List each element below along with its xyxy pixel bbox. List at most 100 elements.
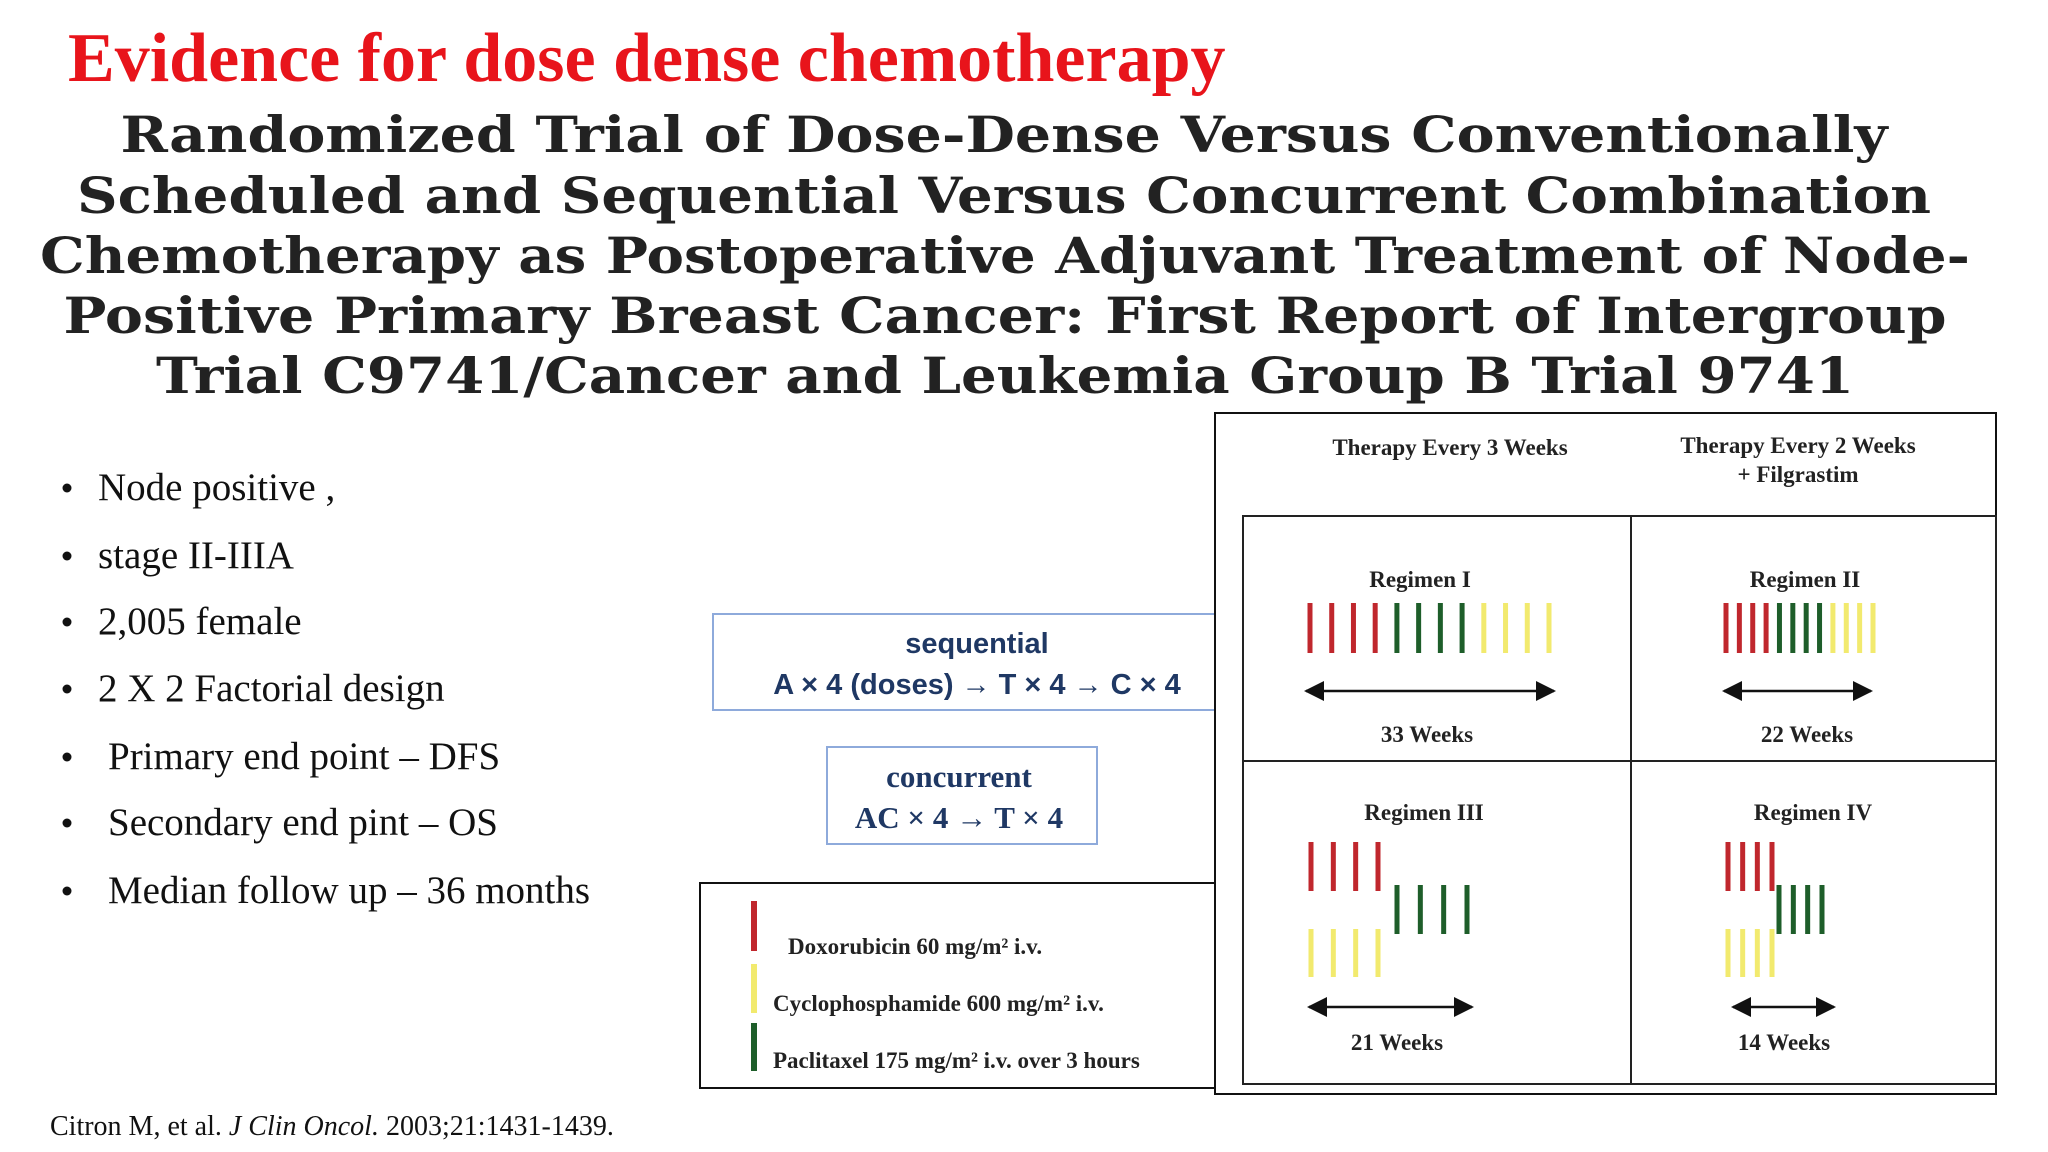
paper-title-line: Randomized Trial of Dose-Dense Versus Co… <box>121 105 1890 164</box>
legend-label: Doxorubicin 60 mg/m² i.v. <box>788 934 1042 959</box>
bullet-text: 2 X 2 Factorial design <box>98 667 445 710</box>
legend-box <box>699 882 1242 1089</box>
legend-swatch <box>751 1023 757 1071</box>
citation-journal: J Clin Oncol. <box>229 1111 379 1142</box>
column-header: Therapy Every 2 Weeks <box>1680 433 1915 458</box>
regimen-diagram: Therapy Every 3 Weeks Therapy Every 2 We… <box>1214 412 1997 1095</box>
column-header: + Filgrastim <box>1737 462 1858 487</box>
dose-bar <box>1776 885 1782 934</box>
legend-label: Paclitaxel 175 mg/m² i.v. over 3 hours <box>773 1048 1140 1073</box>
dose-bar <box>1330 842 1336 891</box>
concurrent-box <box>826 746 1098 845</box>
dose-bar <box>1723 603 1729 653</box>
paper-title-line: Trial C9741/Cancer and Leukemia Group B … <box>156 346 1854 405</box>
legend-swatch <box>751 901 757 951</box>
regimen-name: Regimen I <box>1369 567 1471 592</box>
bullet-list: Node positive , stage II-IIIA 2,005 female… <box>62 466 590 912</box>
dose-bar <box>1790 885 1796 934</box>
bullet-dot <box>62 886 72 896</box>
bullet-text: stage II-IIIA <box>98 534 294 577</box>
dose-bar <box>1416 603 1422 653</box>
bullet-dot <box>62 483 72 493</box>
bullet-text: Primary end point – DFS <box>108 735 500 778</box>
dose-bar <box>1750 603 1756 653</box>
citation-authors: Citron M, et al. <box>50 1111 222 1142</box>
dose-bar <box>1769 929 1775 977</box>
dose-bar <box>1740 842 1746 891</box>
dose-bar <box>1394 885 1400 934</box>
legend-label: Cyclophosphamide 600 mg/m² i.v. <box>773 991 1104 1016</box>
dose-bar <box>1350 603 1356 653</box>
dose-bar <box>1441 885 1447 934</box>
regimen-name: Regimen IV <box>1754 800 1873 825</box>
dose-bar <box>1776 603 1782 653</box>
dose-bar <box>1830 603 1836 653</box>
bullet-text: Node positive , <box>98 466 335 509</box>
dose-bar <box>1307 603 1313 653</box>
dose-bar <box>1329 603 1335 653</box>
bullet-dot <box>62 551 72 561</box>
dose-bar <box>1503 603 1509 653</box>
regimen-duration: 14 Weeks <box>1738 1030 1830 1055</box>
column-header: Therapy Every 3 Weeks <box>1332 435 1567 460</box>
regimen-name: Regimen II <box>1750 567 1861 592</box>
dose-bar <box>1524 603 1530 653</box>
dose-bar <box>1308 929 1314 977</box>
dose-bar <box>1375 842 1381 891</box>
dose-bar <box>1546 603 1552 653</box>
bullet-text: Median follow up – 36 months <box>108 869 590 912</box>
concurrent-scheme: AC × 4 → T × 4 <box>855 800 1063 835</box>
dose-bar <box>1330 929 1336 977</box>
bullet-dot <box>62 617 72 627</box>
regimen-duration: 33 Weeks <box>1381 722 1473 747</box>
dose-bar <box>1870 603 1876 653</box>
dose-bar <box>1803 603 1809 653</box>
regimen-duration: 22 Weeks <box>1761 722 1853 747</box>
diagram-grid <box>1242 515 1997 1085</box>
sequential-scheme: A × 4 (doses) → T × 4 → C × 4 <box>773 669 1180 701</box>
dose-bar <box>1819 885 1825 934</box>
regimen-duration: 21 Weeks <box>1351 1030 1443 1055</box>
slide-title: Evidence for dose dense chemotherapy <box>68 20 1226 97</box>
bullet-dot <box>62 818 72 828</box>
paper-title-line: Scheduled and Sequential Versus Concurre… <box>77 166 1931 225</box>
bullet-text: 2,005 female <box>98 600 302 643</box>
dose-bar <box>1394 603 1400 653</box>
diagram-frame <box>1214 412 1997 1095</box>
dose-bar <box>1763 603 1769 653</box>
bullet-text: Secondary end pint – OS <box>108 801 498 844</box>
dose-bar <box>1805 885 1811 934</box>
dose-bar <box>1736 603 1742 653</box>
dose-bar <box>1754 929 1760 977</box>
sequential-box <box>712 613 1242 711</box>
dose-bar <box>1417 885 1423 934</box>
dose-bar <box>1843 603 1849 653</box>
regimen-name: Regimen III <box>1364 800 1484 825</box>
dose-bar <box>1754 842 1760 891</box>
legend-swatch <box>751 964 757 1013</box>
dose-bar <box>1464 885 1470 934</box>
dose-bar <box>1857 603 1863 653</box>
paper-title-line: Chemotherapy as Postoperative Adjuvant T… <box>40 226 1970 285</box>
dose-bar <box>1769 842 1775 891</box>
dose-bar <box>1817 603 1823 653</box>
citation: Citron M, et al. J Clin Oncol. 2003;21:1… <box>50 1111 614 1142</box>
dose-bar <box>1308 842 1314 891</box>
dose-bar <box>1437 603 1443 653</box>
dose-bar <box>1375 929 1381 977</box>
dose-bar <box>1481 603 1487 653</box>
dose-bar <box>1790 603 1796 653</box>
paper-title: Randomized Trial of Dose-Dense Versus Co… <box>40 105 1970 405</box>
bullet-dot <box>62 684 72 694</box>
paper-title-line: Positive Primary Breast Cancer: First Re… <box>64 286 1947 345</box>
dose-bar <box>1740 929 1746 977</box>
dose-bar <box>1459 603 1465 653</box>
sequential-heading: sequential <box>905 628 1048 660</box>
dose-bar <box>1353 842 1359 891</box>
bullet-dot <box>62 752 72 762</box>
dose-bar <box>1725 842 1731 891</box>
dose-bar <box>1725 929 1731 977</box>
citation-details: 2003;21:1431-1439. <box>386 1111 614 1142</box>
dose-bar <box>1353 929 1359 977</box>
